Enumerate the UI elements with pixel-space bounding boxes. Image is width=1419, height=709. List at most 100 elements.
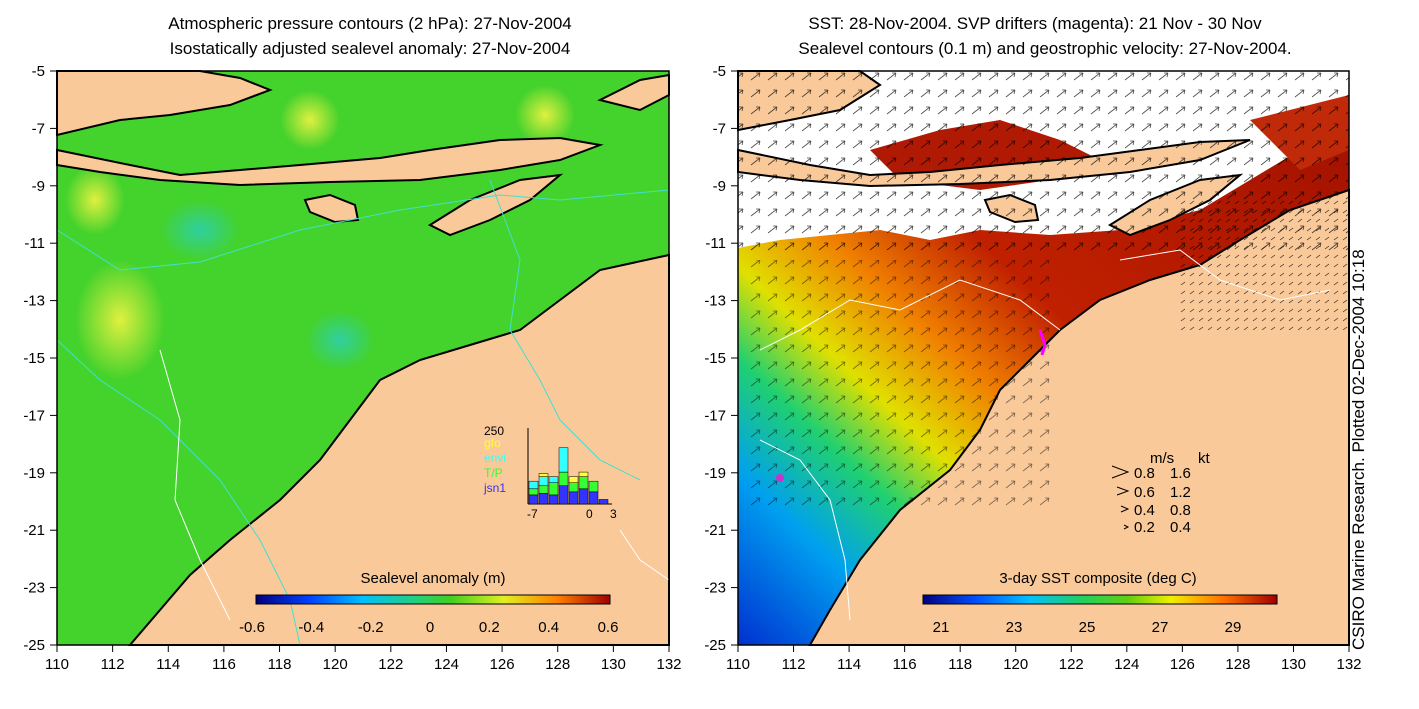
inset-x-label-end: 3	[610, 507, 617, 521]
inset-bar-envi	[538, 476, 549, 487]
right-x-tick-label: 122	[1059, 656, 1084, 673]
right-x-tick-label: 124	[1114, 656, 1139, 673]
right-x-tick-label: 132	[1336, 656, 1361, 673]
left-inset-chart: 250 gfo envi T/P jsn1 -7 0 3	[483, 424, 617, 521]
left-y-tick-label: -23	[23, 580, 45, 597]
left-x-tick-label: 126	[490, 656, 515, 673]
right-x-tick-label: 110	[726, 656, 750, 673]
velocity-legend-kt-0: 1.6	[1170, 465, 1191, 482]
left-x-tick-label: 114	[156, 656, 180, 673]
sealevel-contour	[159, 349, 231, 621]
inset-bar-tp	[578, 476, 589, 490]
ssh-high-patch	[75, 260, 165, 380]
right-y-tick-label: -5	[713, 63, 726, 80]
right-x-tick-label: 128	[1225, 656, 1250, 673]
inset-bar-gfo	[568, 476, 579, 483]
left-y-tick-label: -19	[23, 465, 45, 482]
right-colorbar-label: 3-day SST composite (deg C)	[999, 570, 1196, 587]
right-x-tick-label: 126	[1170, 656, 1195, 673]
left-x-tick-label: 118	[268, 656, 292, 673]
left-x-tick-label: 130	[601, 656, 626, 673]
right-x-tick-label: 118	[948, 656, 972, 673]
left-x-tick-label: 122	[378, 656, 403, 673]
left-colorbar-gradient	[255, 594, 611, 605]
right-map	[737, 70, 1350, 646]
left-y-tick-label: -13	[23, 293, 45, 310]
inset-bar-jsn1	[568, 491, 579, 505]
right-colorbar-tick-label: 21	[933, 619, 950, 636]
left-map	[56, 70, 670, 646]
velocity-arrows-south	[750, 260, 1050, 510]
right-y-tick-label: -19	[704, 465, 726, 482]
right-y-tick-label: -21	[704, 522, 726, 539]
inset-legend-tp: T/P	[484, 466, 503, 480]
left-colorbar-tick-label: -0.6	[239, 619, 265, 636]
right-x-tick-label: 116	[893, 656, 917, 673]
inset-bar-envi	[558, 447, 569, 473]
velocity-legend-header-ms: m/s	[1150, 450, 1174, 467]
velocity-legend-ms-3: 0.2	[1134, 519, 1155, 536]
left-x-tick-label: 128	[545, 656, 570, 673]
velocity-legend-header-kt: kt	[1198, 450, 1211, 467]
velocity-arrow-2	[1120, 505, 1130, 513]
left-axes: 110 112 114 116 118 120 122 124 126 128 130 132 -5 -7…	[23, 63, 681, 673]
left-x-tick-label: 120	[323, 656, 348, 673]
inset-bar-jsn1	[558, 485, 569, 505]
left-y-tick-label: -7	[32, 120, 45, 137]
right-x-tick-label: 112	[782, 656, 806, 673]
right-x-tick-label: 120	[1003, 656, 1028, 673]
right-y-tick-label: -9	[713, 178, 726, 195]
left-y-tick-label: -25	[23, 637, 45, 654]
inset-bar-jsn1	[538, 493, 549, 505]
inset-bar-gfo	[538, 473, 549, 477]
inset-bar-jsn1	[578, 488, 589, 505]
right-y-tick-label: -13	[704, 293, 726, 310]
inset-legend-jsn1: jsn1	[483, 481, 506, 495]
left-colorbar-tick-label: 0.2	[479, 619, 500, 636]
inset-bar-jsn1	[588, 491, 599, 505]
inset-legend-gfo: gfo	[484, 436, 501, 450]
inset-bar-jsn1	[548, 494, 559, 505]
left-y-tick-label: -9	[32, 178, 45, 195]
inset-x-label-mid: 0	[586, 507, 593, 521]
left-x-tick-label: 116	[212, 656, 236, 673]
left-colorbar-label: Sealevel anomaly (m)	[360, 570, 505, 587]
right-y-tick-label: -23	[704, 580, 726, 597]
right-colorbar-ticks: 21 23 25 27 29	[933, 619, 1242, 636]
right-y-tick-label: -17	[704, 407, 726, 424]
svp-drifter-track	[1038, 329, 1047, 356]
left-colorbar-ticks: -0.6 -0.4 -0.2 0 0.2 0.4 0.6	[239, 619, 618, 636]
right-y-tick-label: -7	[713, 120, 726, 137]
right-colorbar: 3-day SST composite (deg C) 21 23 25 27 29	[922, 570, 1278, 636]
left-x-tick-label: 124	[434, 656, 459, 673]
lesser-sunda-islands	[56, 136, 604, 187]
inset-legend-envi: envi	[484, 451, 506, 465]
right-title-line2: Sealevel contours (0.1 m) and geostrophi…	[798, 39, 1292, 58]
left-y-tick-label: -11	[24, 235, 45, 252]
australia-landmass	[127, 253, 670, 646]
right-colorbar-tick-label: 27	[1152, 619, 1169, 636]
inset-bar-tp	[558, 471, 569, 487]
velocity-legend-ms-2: 0.4	[1134, 502, 1155, 519]
right-colorbar-tick-label: 23	[1006, 619, 1023, 636]
velocity-arrow-0	[1111, 465, 1130, 479]
velocity-legend-ms-1: 0.6	[1134, 484, 1155, 501]
inset-bar-tp	[568, 482, 579, 493]
right-colorbar-tick-label: 29	[1225, 619, 1242, 636]
inset-bar-gfo	[578, 471, 589, 477]
left-colorbar-tick-label: 0	[426, 619, 434, 636]
svp-drifter-point	[776, 474, 784, 482]
inset-bar-envi	[528, 480, 539, 490]
right-y-tick-label: -11	[705, 235, 726, 252]
ssh-low-patch	[160, 200, 240, 260]
inset-bar-jsn1	[598, 499, 609, 505]
right-title-line1: SST: 28-Nov-2004. SVP drifters (magenta)…	[808, 14, 1262, 33]
velocity-legend-ms-0: 0.8	[1134, 465, 1155, 482]
left-colorbar-tick-label: -0.2	[358, 619, 384, 636]
pressure-contour	[56, 189, 670, 271]
right-sealevel-contour	[759, 279, 1061, 351]
inset-bar-envi	[548, 476, 559, 483]
left-x-tick-label: 132	[656, 656, 681, 673]
left-y-tick-label: -5	[32, 63, 45, 80]
left-y-tick-label: -17	[23, 407, 45, 424]
